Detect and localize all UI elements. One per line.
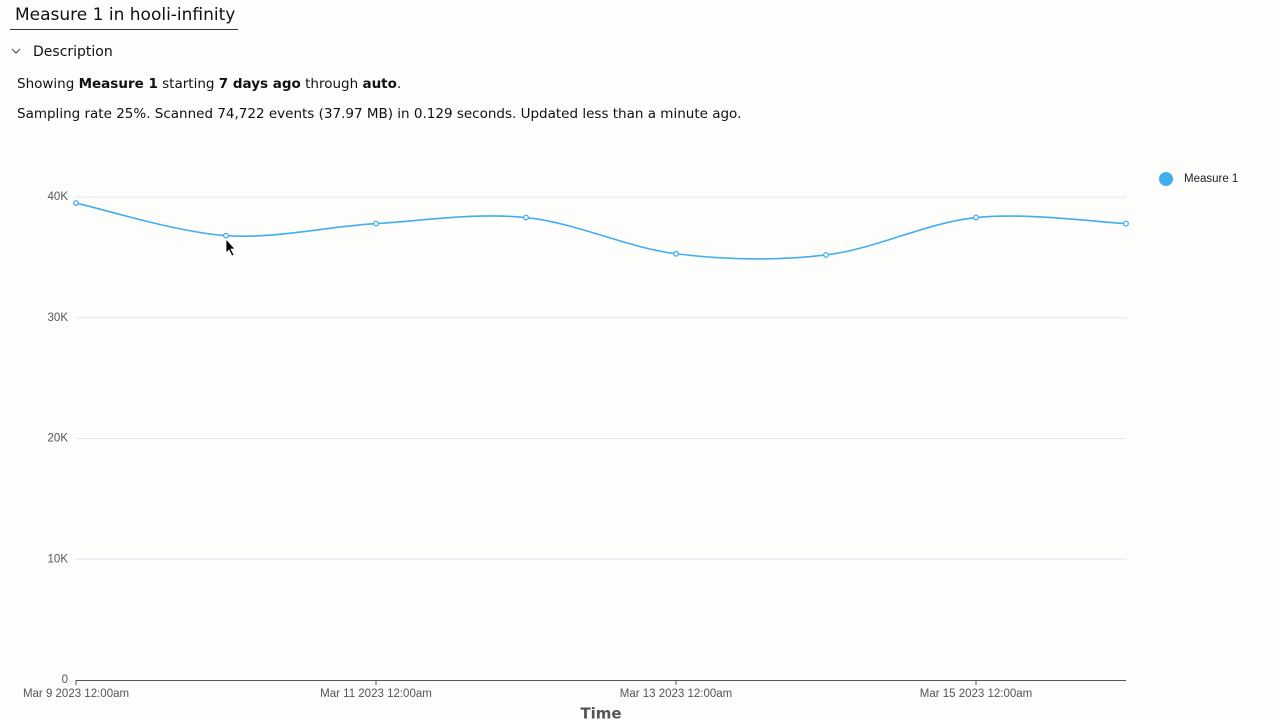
summary-text: starting [158,76,219,92]
summary-end: auto [362,76,396,92]
data-point [373,220,379,227]
summary-text: through [301,76,363,92]
data-point [973,214,979,221]
x-tick-label: Mar 13 2023 12:00am [620,688,733,700]
summary-text: . [397,76,401,92]
x-tick-label: Mar 11 2023 12:00am [320,688,432,700]
summary: Showing Measure 1 starting 7 days ago th… [17,76,401,92]
section-toggle[interactable]: Description [33,44,113,60]
data-point [823,252,829,258]
mouse-cursor [225,237,236,257]
x-tick-label: Mar 15 2023 12:00am [920,688,1033,700]
y-tick-label: 0 [62,674,68,686]
y-tick-label: 20K [48,433,69,445]
data-point [673,250,679,257]
y-tick-label: 40K [48,191,69,203]
page-title: Measure 1 in hooli-infinity [15,5,235,25]
y-tick-label: 10K [48,553,69,565]
summary-text: Showing [17,76,79,92]
data-point [73,200,79,206]
summary-measure: Measure 1 [79,76,158,92]
x-axis-label: Time [580,705,621,720]
data-point [1123,220,1129,227]
legend-label: Measure 1 [1184,173,1238,185]
y-tick-label: 30K [48,312,69,324]
stats: Sampling rate 25%. Scanned 74,722 events… [17,106,741,122]
data-point [223,232,229,239]
data-point [523,214,529,221]
summary-start: 7 days ago [219,76,301,92]
collapse-chevron[interactable] [11,48,21,54]
legend-swatch [1159,172,1173,186]
x-tick-label: Mar 9 2023 12:00am [23,688,129,700]
series-line [75,202,1127,260]
